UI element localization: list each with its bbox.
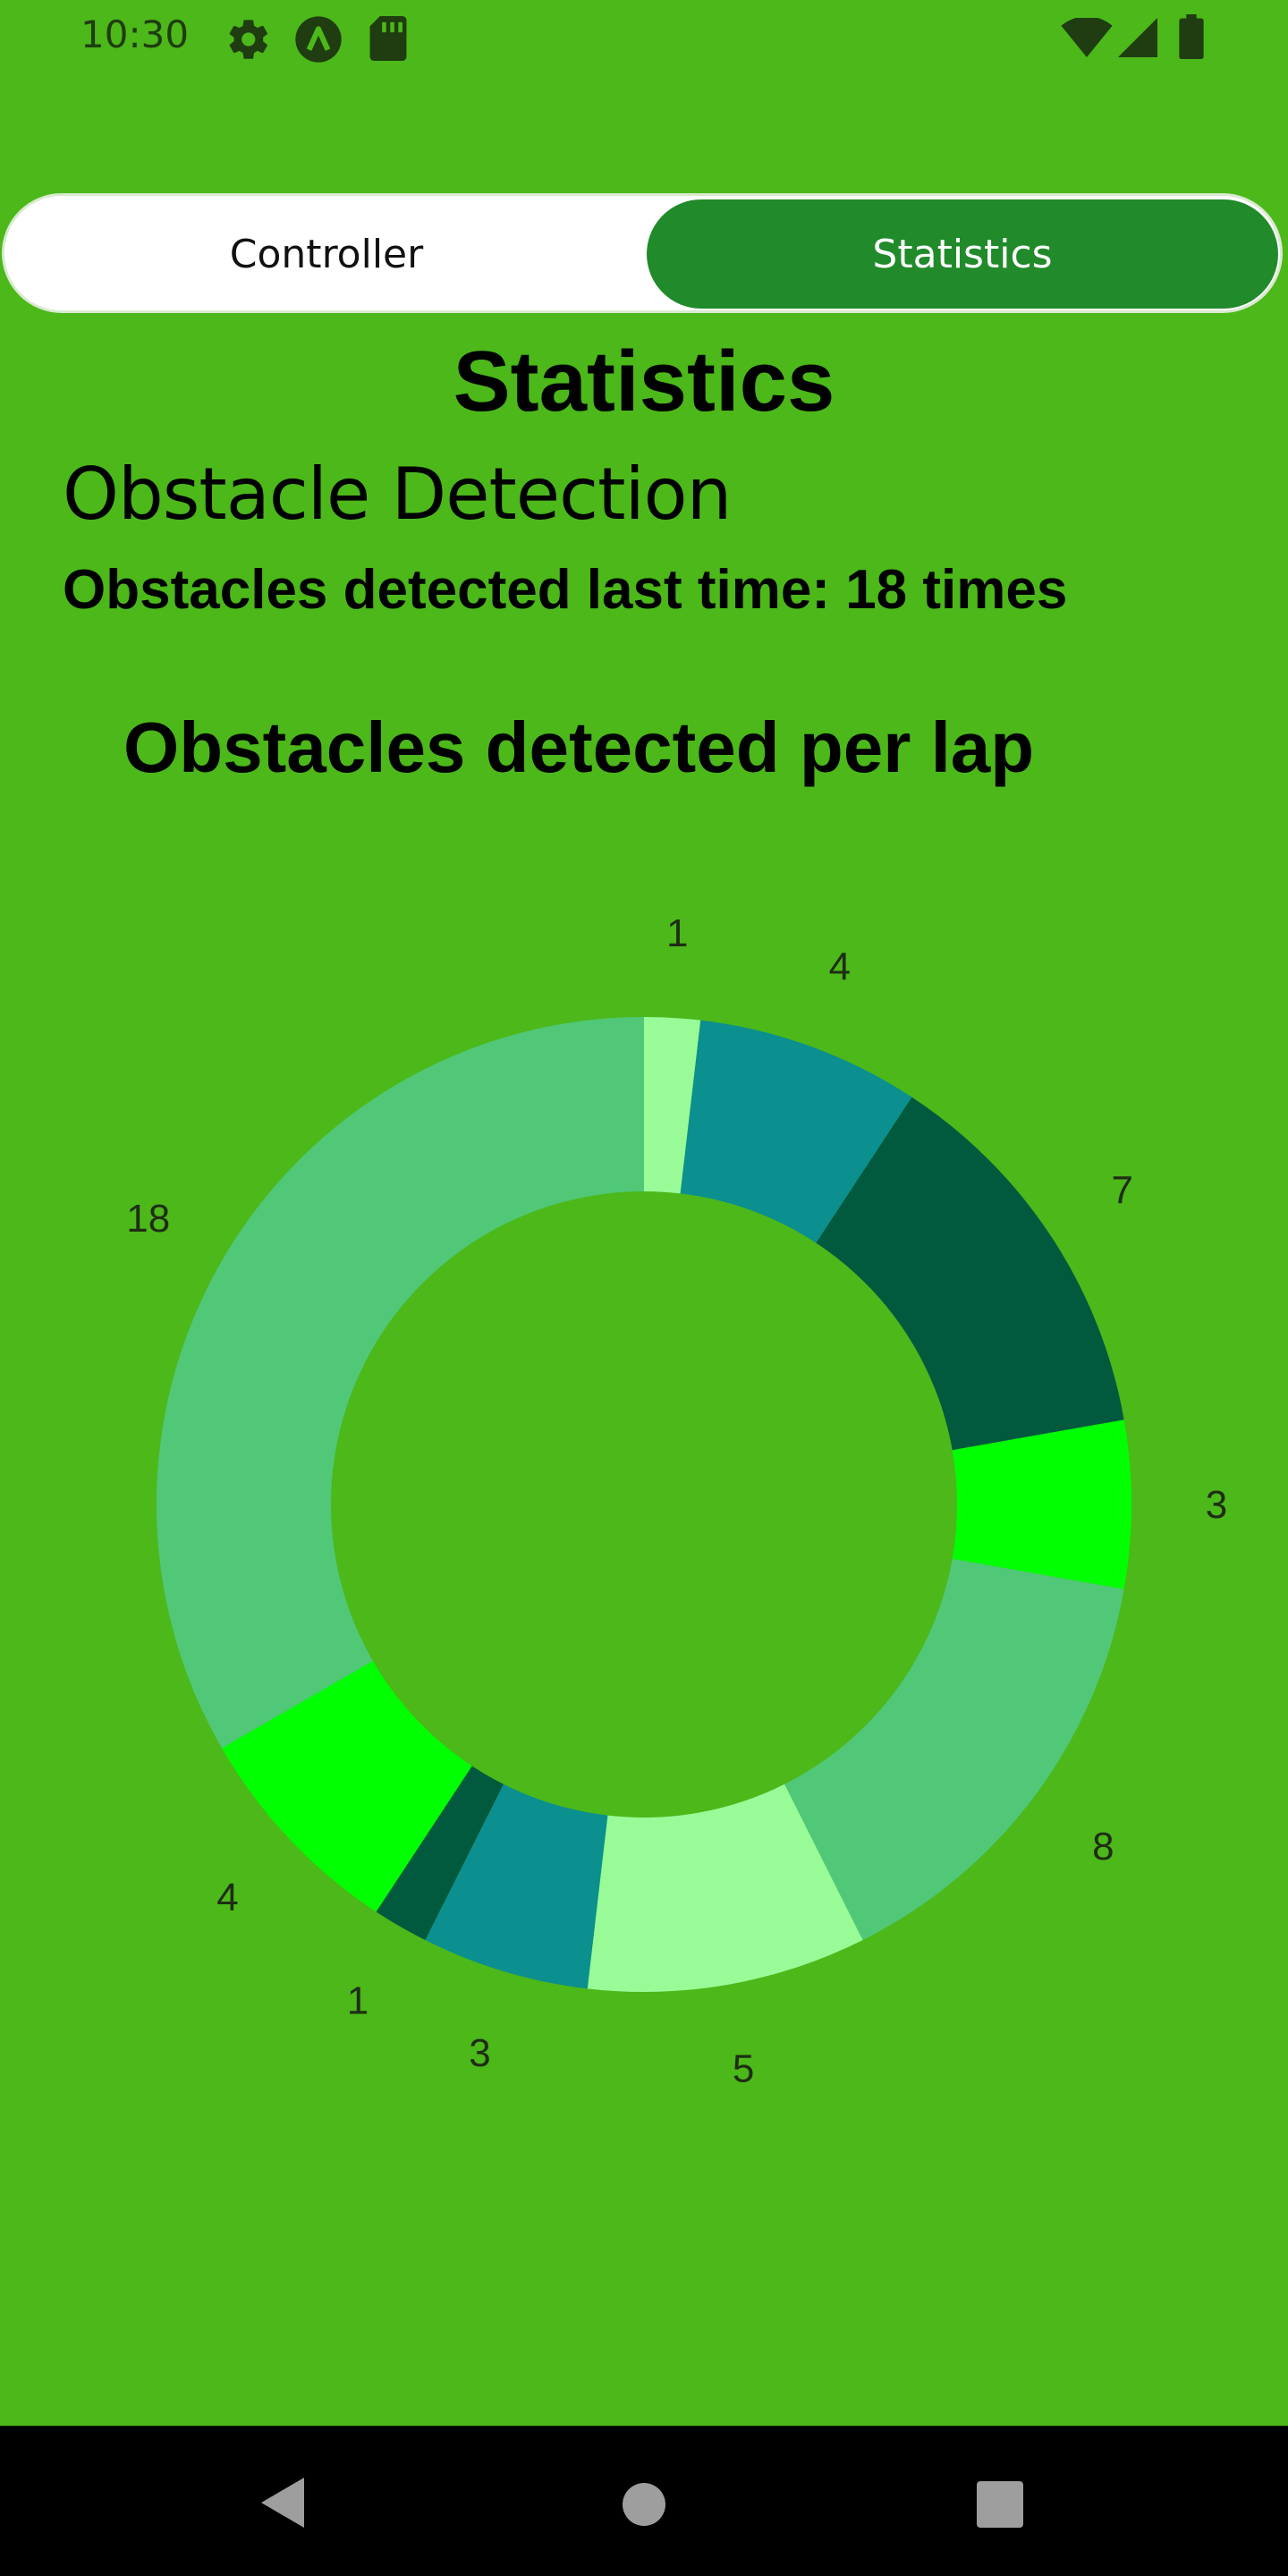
slice-label: 4 <box>216 1876 238 1919</box>
tab-controller[interactable]: Controller <box>229 231 424 277</box>
tab-statistics[interactable]: Statistics <box>647 199 1278 309</box>
sd-card-icon <box>369 16 407 61</box>
donut-slice <box>644 1017 701 1194</box>
status-time: 10:30 <box>80 13 190 56</box>
gear-icon <box>229 20 267 59</box>
slice-label: 4 <box>829 945 851 989</box>
tab-switcher: Controller Statistics <box>2 193 1283 313</box>
back-icon[interactable] <box>254 2474 308 2531</box>
slice-label: 5 <box>733 2046 754 2090</box>
status-bar: 10:30 <box>0 0 1288 80</box>
donut-slice <box>222 1661 472 1912</box>
battery-icon <box>1179 14 1204 59</box>
wifi-icon <box>1061 18 1113 57</box>
home-icon[interactable] <box>621 2481 667 2528</box>
page-title: Statistics <box>453 334 835 429</box>
donut-chart: 1 4 7 3 8 5 3 1 4 18 <box>126 911 1227 2090</box>
slice-label: 3 <box>469 2031 490 2075</box>
donut-slice <box>587 1784 863 1992</box>
slice-label: 1 <box>347 1979 369 2022</box>
slice-label: 1 <box>666 911 688 955</box>
donut-slice <box>680 1020 912 1243</box>
donut-slice <box>376 1766 504 1941</box>
recents-icon[interactable] <box>977 2481 1023 2528</box>
slice-label: 7 <box>1111 1168 1132 1212</box>
slice-label: 18 <box>126 1197 170 1241</box>
donut-slice <box>816 1097 1124 1451</box>
signal-icon <box>1118 18 1157 57</box>
slice-label: 8 <box>1092 1825 1114 1868</box>
obstacle-summary: Obstacles detected last time: 18 times <box>63 559 1068 621</box>
donut-slice <box>952 1419 1131 1589</box>
donut-slice <box>425 1784 608 1989</box>
donut-slice <box>157 1017 644 1749</box>
app-a-icon <box>295 16 342 63</box>
donut-slice <box>784 1558 1124 1941</box>
navigation-bar <box>0 2426 1288 2576</box>
section-title: Obstacle Detection <box>63 453 732 536</box>
slice-label: 3 <box>1206 1483 1227 1527</box>
chart-title: Obstacles detected per lap <box>123 708 1035 787</box>
